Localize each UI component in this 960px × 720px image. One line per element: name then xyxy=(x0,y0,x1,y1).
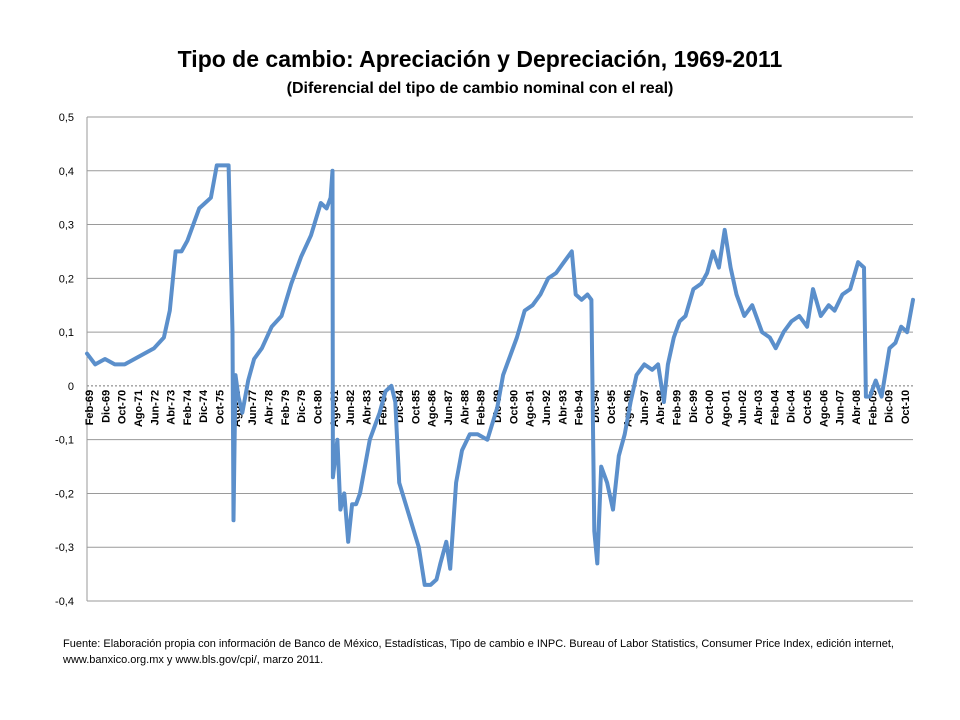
x-tick-label: Feb-99 xyxy=(672,390,684,425)
x-tick-label: Ago-86 xyxy=(427,390,439,427)
y-tick-label: 0,2 xyxy=(59,273,74,285)
x-tick-label: Jun-87 xyxy=(443,390,455,425)
series-lines xyxy=(85,163,915,587)
x-tick-label: Oct-75 xyxy=(215,390,227,424)
x-tick-label: Ago-06 xyxy=(818,390,830,427)
x-tick-label: Dic-79 xyxy=(296,390,308,423)
line-chart: 0,5 0,4 0,3 0,2 0,1 0 -0,1 -0,2 -0,3 -0,4 Feb-69 D… xyxy=(55,112,915,608)
x-tick-label: Abr-03 xyxy=(753,390,765,425)
y-axis-labels: 0,5 0,4 0,3 0,2 0,1 0 -0,1 -0,2 -0,3 -0,4 xyxy=(55,112,74,608)
chart-subtitle: (Diferencial del tipo de cambio nominal … xyxy=(286,80,674,97)
x-tick-label: Jun-77 xyxy=(247,390,259,425)
x-tick-label: Oct-90 xyxy=(508,390,520,424)
x-tick-label: Abr-83 xyxy=(361,390,373,425)
x-tick-label: Feb-84 xyxy=(378,389,390,425)
x-tick-label: Ago-91 xyxy=(525,390,537,427)
y-tick-label: 0,3 xyxy=(59,220,74,232)
x-tick-label: Dic-74 xyxy=(198,389,210,423)
x-tick-label: Feb-74 xyxy=(182,389,194,425)
y-tick-label: 0 xyxy=(68,381,74,393)
x-tick-label: Dic-04 xyxy=(786,389,798,423)
source-line-1: Fuente: Elaboración propia con informaci… xyxy=(63,638,894,650)
y-tick-label: 0,5 xyxy=(59,112,74,124)
x-tick-label: Abr-08 xyxy=(851,390,863,425)
y-tick-label: -0,2 xyxy=(55,488,74,500)
x-tick-label: Abr-88 xyxy=(459,390,471,425)
x-tick-label: Feb-09 xyxy=(867,390,879,425)
x-tick-label: Feb-04 xyxy=(769,389,781,425)
y-tick-label: 0,1 xyxy=(59,327,74,339)
x-tick-label: Abr-73 xyxy=(166,390,178,425)
x-tick-label: Abr-78 xyxy=(264,390,276,425)
x-tick-label: Feb-89 xyxy=(476,390,488,425)
x-tick-label: Jun-92 xyxy=(541,390,553,425)
x-tick-label: Ago-01 xyxy=(720,390,732,427)
x-tick-label: Jun-82 xyxy=(345,390,357,425)
x-tick-label: Oct-00 xyxy=(704,390,716,424)
y-tick-label: -0,4 xyxy=(55,596,74,608)
x-tick-label: Feb-79 xyxy=(280,390,292,425)
x-tick-label: Oct-80 xyxy=(312,390,324,424)
y-tick-label: -0,1 xyxy=(55,435,74,447)
x-tick-label: Oct-10 xyxy=(900,390,912,424)
y-tick-label: 0,4 xyxy=(59,166,74,178)
x-tick-label: Jun-07 xyxy=(835,390,847,425)
chart-title: Tipo de cambio: Apreciación y Depreciaci… xyxy=(177,46,783,72)
x-tick-label: Jun-02 xyxy=(737,390,749,425)
x-tick-label: Feb-69 xyxy=(84,390,96,425)
x-tick-label: Oct-95 xyxy=(606,390,618,424)
source-line-2: www.banxico.org.mx y www.bls.gov/cpi/, m… xyxy=(63,654,324,666)
x-tick-label: Jun-97 xyxy=(639,390,651,425)
y-tick-label: -0,3 xyxy=(55,542,74,554)
source-note: Fuente: Elaboración propia con informaci… xyxy=(63,636,923,668)
x-tick-label: Feb-94 xyxy=(574,389,586,425)
series-line xyxy=(85,163,915,587)
x-tick-label: Dic-09 xyxy=(884,390,896,423)
x-tick-label: Oct-05 xyxy=(802,390,814,424)
x-tick-label: Jun-72 xyxy=(149,390,161,425)
x-tick-label: Ago-71 xyxy=(133,390,145,427)
x-axis-labels: Feb-69 Dic-69 Oct-70 Ago-71 Jun-72 Abr-73 Feb-… xyxy=(84,389,912,427)
x-tick-label: Oct-85 xyxy=(410,390,422,424)
x-tick-label: Abr-93 xyxy=(557,390,569,425)
x-tick-label: Dic-99 xyxy=(688,390,700,423)
x-tick-label: Dic-69 xyxy=(100,390,112,423)
x-tick-label: Oct-70 xyxy=(117,390,129,424)
